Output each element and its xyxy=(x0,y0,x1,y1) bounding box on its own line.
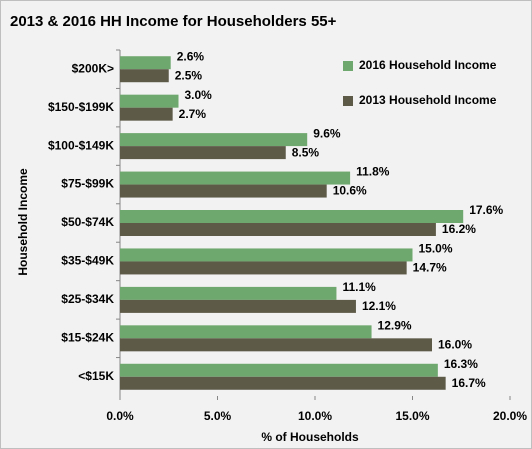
bar xyxy=(120,171,351,185)
bar xyxy=(120,299,356,313)
x-tick-label: 5.0% xyxy=(204,409,232,423)
bar xyxy=(120,325,372,339)
bar xyxy=(120,338,432,352)
legend-label: 2016 Household Income xyxy=(359,58,497,72)
legend-swatch xyxy=(343,61,353,71)
bar xyxy=(120,69,169,83)
value-label: 16.0% xyxy=(438,338,472,352)
bar xyxy=(120,184,327,198)
value-label: 16.2% xyxy=(442,222,476,236)
value-label: 10.6% xyxy=(333,184,367,198)
bar xyxy=(120,56,171,70)
y-tick-label: $200K> xyxy=(72,61,114,75)
value-label: 17.6% xyxy=(469,203,503,217)
legend-label: 2013 Household Income xyxy=(359,93,497,107)
value-label: 2.5% xyxy=(175,68,203,82)
value-label: 11.1% xyxy=(342,280,376,294)
y-tick-label: $50-$74K xyxy=(61,215,114,229)
y-tick-label: $100-$149K xyxy=(48,138,114,152)
bar xyxy=(120,286,337,300)
legend-swatch xyxy=(343,96,353,106)
value-label: 3.0% xyxy=(185,88,213,102)
y-tick-label: $75-$99K xyxy=(61,177,114,191)
value-label: 11.8% xyxy=(356,165,390,179)
bar xyxy=(120,376,446,390)
bar xyxy=(120,133,308,147)
bar xyxy=(120,261,407,275)
bar xyxy=(120,210,464,223)
value-label: 9.6% xyxy=(313,126,341,140)
y-tick-label: $15-$24K xyxy=(61,331,114,345)
value-label: 12.1% xyxy=(362,299,396,313)
bar xyxy=(120,223,436,236)
value-label: 2.6% xyxy=(177,49,205,63)
y-tick-label: $150-$199K xyxy=(48,100,114,114)
value-label: 16.7% xyxy=(452,376,486,390)
y-tick-label: <$15K xyxy=(78,369,114,383)
value-label: 15.0% xyxy=(419,242,453,256)
bar xyxy=(120,248,413,262)
value-label: 12.9% xyxy=(378,319,412,333)
bar xyxy=(120,107,173,121)
x-tick-label: 10.0% xyxy=(298,409,332,423)
x-tick-label: 20.0% xyxy=(493,409,527,423)
value-label: 8.5% xyxy=(292,145,320,159)
y-tick-label: $35-$49K xyxy=(61,254,114,268)
y-axis-label: Household Income xyxy=(16,168,30,276)
value-label: 16.3% xyxy=(444,357,478,371)
x-axis-label: % of Households xyxy=(261,430,359,444)
bar xyxy=(120,146,286,160)
value-label: 14.7% xyxy=(413,261,447,275)
y-tick-label: $25-$34K xyxy=(61,292,114,306)
bar xyxy=(120,363,438,377)
chart-title: 2013 & 2016 HH Income for Householders 5… xyxy=(10,13,337,30)
bar xyxy=(120,94,179,108)
value-label: 2.7% xyxy=(179,107,207,121)
x-tick-label: 15.0% xyxy=(395,409,429,423)
x-tick-label: 0.0% xyxy=(106,409,134,423)
